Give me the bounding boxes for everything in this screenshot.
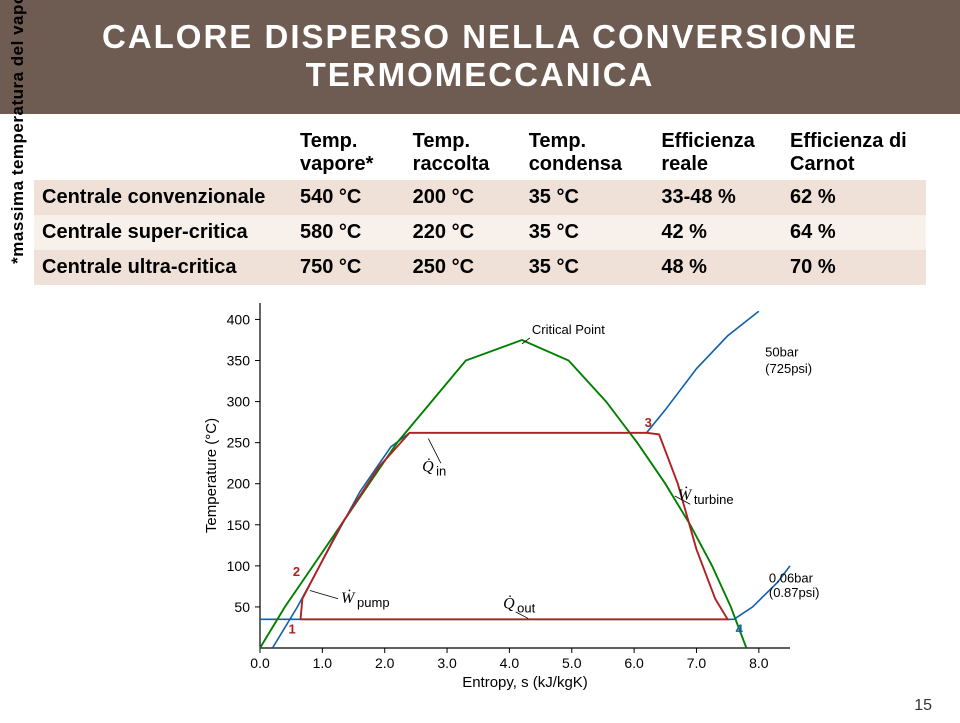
th-blank xyxy=(34,124,292,180)
title-bar: CALORE DISPERSO NELLA CONVERSIONE TERMOM… xyxy=(0,0,960,114)
svg-text:2: 2 xyxy=(293,564,300,579)
svg-text:turbine: turbine xyxy=(694,492,734,507)
ts-chart: 0.01.02.03.04.05.06.07.08.05010015020025… xyxy=(200,293,900,693)
svg-text:Q̇: Q̇ xyxy=(503,595,515,613)
svg-text:Entropy, s (kJ/kgK): Entropy, s (kJ/kgK) xyxy=(462,674,588,691)
svg-text:0.06bar: 0.06bar xyxy=(769,570,814,585)
table-row: Centrale convenzionale 540 °C 200 °C 35 … xyxy=(34,180,926,215)
cell: 580 °C xyxy=(292,215,405,250)
svg-text:3: 3 xyxy=(645,415,652,430)
th-eff-reale: Efficienza reale xyxy=(653,124,782,180)
cell: Centrale ultra-critica xyxy=(34,250,292,285)
cell: 62 % xyxy=(782,180,926,215)
cell: 540 °C xyxy=(292,180,405,215)
cell: 48 % xyxy=(653,250,782,285)
cell: Centrale super-critica xyxy=(34,215,292,250)
svg-text:350: 350 xyxy=(227,352,251,368)
cell: 35 °C xyxy=(521,215,654,250)
svg-text:6.0: 6.0 xyxy=(624,655,644,671)
svg-text:7.0: 7.0 xyxy=(687,655,707,671)
svg-text:4: 4 xyxy=(736,621,744,636)
cell: 42 % xyxy=(653,215,782,250)
cell: 33-48 % xyxy=(653,180,782,215)
svg-text:(0.87psi): (0.87psi) xyxy=(769,585,820,600)
svg-text:0.0: 0.0 xyxy=(250,655,270,671)
data-table-wrap: Temp. vapore* Temp. raccolta Temp. conde… xyxy=(0,114,960,289)
th-eff-carnot: Efficienza di Carnot xyxy=(782,124,926,180)
efficiency-table: Temp. vapore* Temp. raccolta Temp. conde… xyxy=(34,124,926,285)
cell: 750 °C xyxy=(292,250,405,285)
svg-text:in: in xyxy=(436,463,446,478)
svg-text:50bar: 50bar xyxy=(765,344,799,359)
svg-text:8.0: 8.0 xyxy=(749,655,769,671)
table-row: Centrale ultra-critica 750 °C 250 °C 35 … xyxy=(34,250,926,285)
th-temp-raccolta: Temp. raccolta xyxy=(405,124,521,180)
title-line1: CALORE DISPERSO NELLA CONVERSIONE xyxy=(102,18,858,55)
chart-svg: 0.01.02.03.04.05.06.07.08.05010015020025… xyxy=(200,293,900,693)
cell: 35 °C xyxy=(521,180,654,215)
svg-text:1: 1 xyxy=(289,621,296,636)
svg-text:(725psi): (725psi) xyxy=(765,361,812,376)
th-temp-condensa: Temp. condensa xyxy=(521,124,654,180)
cell: 250 °C xyxy=(405,250,521,285)
cell: 64 % xyxy=(782,215,926,250)
svg-text:pump: pump xyxy=(357,595,390,610)
table-row: Centrale super-critica 580 °C 220 °C 35 … xyxy=(34,215,926,250)
svg-text:400: 400 xyxy=(227,311,251,327)
cell: 70 % xyxy=(782,250,926,285)
footnote-label: *massima temperatura del vapore xyxy=(8,0,28,310)
cell: 35 °C xyxy=(521,250,654,285)
svg-text:3.0: 3.0 xyxy=(437,655,457,671)
cell: 220 °C xyxy=(405,215,521,250)
cell: Centrale convenzionale xyxy=(34,180,292,215)
svg-text:150: 150 xyxy=(227,517,251,533)
page-title: CALORE DISPERSO NELLA CONVERSIONE TERMOM… xyxy=(24,18,936,94)
title-line2: TERMOMECCANICA xyxy=(306,56,655,93)
svg-text:5.0: 5.0 xyxy=(562,655,582,671)
svg-text:4.0: 4.0 xyxy=(500,655,520,671)
svg-text:250: 250 xyxy=(227,435,251,451)
page-number: 15 xyxy=(914,697,932,715)
svg-text:200: 200 xyxy=(227,476,251,492)
table-header-row: Temp. vapore* Temp. raccolta Temp. conde… xyxy=(34,124,926,180)
svg-text:Temperature (°C): Temperature (°C) xyxy=(203,418,220,533)
svg-text:Critical Point: Critical Point xyxy=(532,322,605,337)
svg-text:1.0: 1.0 xyxy=(313,655,333,671)
cell: 200 °C xyxy=(405,180,521,215)
svg-text:300: 300 xyxy=(227,393,251,409)
svg-text:2.0: 2.0 xyxy=(375,655,395,671)
svg-text:100: 100 xyxy=(227,558,251,574)
th-temp-vapore: Temp. vapore* xyxy=(292,124,405,180)
svg-text:Ẇ: Ẇ xyxy=(341,589,356,607)
svg-text:Q̇: Q̇ xyxy=(422,458,434,476)
svg-text:out: out xyxy=(517,600,535,615)
svg-text:50: 50 xyxy=(234,599,250,615)
